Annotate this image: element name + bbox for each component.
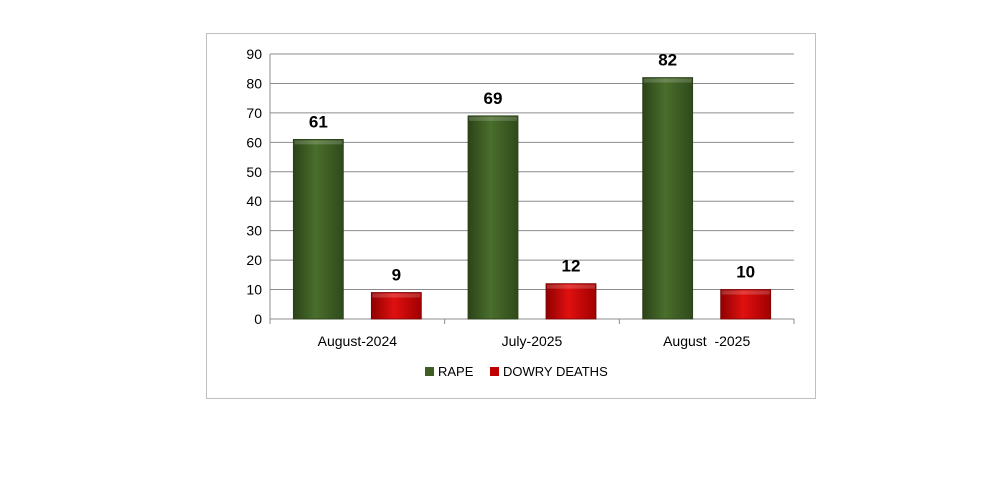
y-tick-label: 30 [246, 223, 262, 239]
y-tick-label: 10 [246, 282, 262, 298]
y-tick-label: 20 [246, 252, 262, 268]
bar [370, 292, 422, 320]
bar [720, 289, 772, 320]
gridlines [270, 53, 794, 291]
chart-frame: 0 10 20 30 40 50 60 70 80 90 August-2024 July-2025 A… [206, 33, 816, 399]
y-tick-label: 40 [246, 193, 262, 209]
bar-highlight [294, 140, 343, 145]
bars [292, 77, 772, 320]
data-label: 10 [736, 263, 755, 282]
y-tick-label: 0 [254, 311, 262, 327]
x-tick-label: July-2025 [502, 333, 563, 349]
legend: RAPE DOWRY DEATHS [425, 364, 608, 379]
y-tick-label: 90 [246, 46, 262, 62]
bar-highlight [547, 284, 595, 289]
axes: 0 10 20 30 40 50 60 70 80 90 August-2024 July-2025 A… [246, 46, 795, 349]
legend-label: DOWRY DEATHS [503, 364, 608, 379]
y-tick-label: 60 [246, 134, 262, 150]
data-label: 82 [658, 51, 677, 70]
y-tick-label: 70 [246, 105, 262, 121]
data-label: 61 [309, 112, 328, 131]
bar-highlight [643, 78, 692, 83]
data-labels: 61 9 69 12 82 10 [309, 51, 755, 285]
bar-chart: 0 10 20 30 40 50 60 70 80 90 August-2024 July-2025 A… [246, 46, 795, 379]
y-tick-label: 80 [246, 75, 262, 91]
legend-swatch [425, 367, 434, 376]
bar [642, 77, 694, 320]
data-label: 9 [392, 266, 401, 285]
x-tick-label: August-2024 [318, 333, 398, 349]
legend-label: RAPE [438, 364, 474, 379]
data-label: 69 [484, 89, 503, 108]
x-tick-label: August -2025 [663, 333, 750, 349]
bar-highlight [372, 293, 421, 298]
bar [292, 138, 344, 320]
legend-swatch [490, 367, 499, 376]
bar-highlight [469, 116, 517, 121]
data-label: 12 [562, 257, 581, 276]
bar-highlight [721, 290, 770, 295]
bar [467, 115, 519, 320]
y-tick-label: 50 [246, 164, 262, 180]
bar [545, 283, 597, 320]
